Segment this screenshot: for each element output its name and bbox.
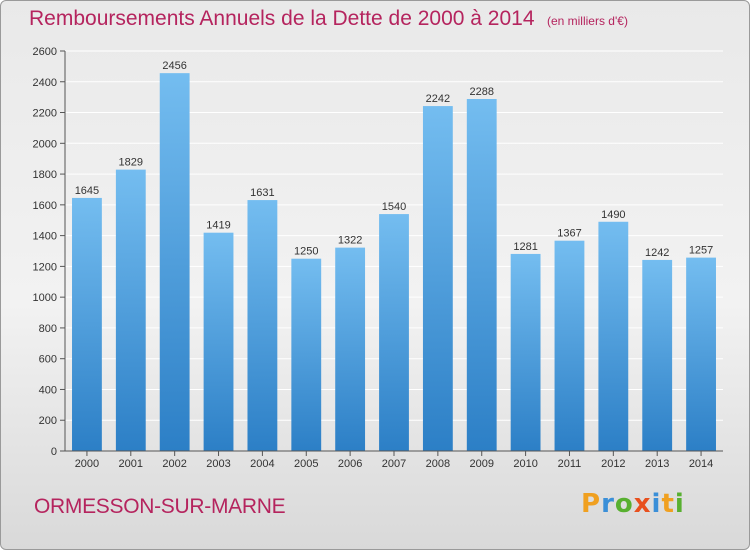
x-tick-label: 2004 xyxy=(250,458,274,470)
x-tick-label: 2012 xyxy=(601,458,625,470)
bar-2000 xyxy=(72,197,102,451)
y-tick-label: 2200 xyxy=(33,108,57,120)
proxiti-logo: Proxiti xyxy=(581,489,685,519)
data-label: 2288 xyxy=(469,86,493,98)
bar-2014 xyxy=(686,257,716,451)
data-label: 1257 xyxy=(689,245,713,257)
y-tick-label: 0 xyxy=(51,446,57,458)
data-label: 1419 xyxy=(206,220,230,232)
bar-2010 xyxy=(510,253,541,451)
bars: 1645 1829 2456 1419 1631 1250 1322 1540 2242 2288… xyxy=(72,60,716,452)
y-tick-label: 400 xyxy=(39,384,57,396)
x-tick-label: 2011 xyxy=(558,458,582,470)
y-tick-label: 200 xyxy=(39,415,57,427)
data-label: 1250 xyxy=(294,246,318,258)
bar-2003 xyxy=(203,232,234,451)
data-label: 2242 xyxy=(426,93,450,105)
x-tick-label: 2007 xyxy=(382,458,406,470)
bar-2001 xyxy=(115,169,146,451)
y-tick-label: 1000 xyxy=(33,292,57,304)
y-tick-label: 1800 xyxy=(33,169,57,181)
data-label: 1645 xyxy=(75,185,99,197)
x-tick-label: 2002 xyxy=(162,458,186,470)
data-label: 1242 xyxy=(645,247,669,259)
data-label: 1829 xyxy=(119,157,143,169)
bar-2007 xyxy=(379,214,409,451)
x-tick-label: 2010 xyxy=(513,458,537,470)
bar-2011 xyxy=(554,240,585,451)
bar-2005 xyxy=(291,258,322,451)
x-tick-label: 2005 xyxy=(294,458,318,470)
bar-2008 xyxy=(422,106,453,452)
x-tick-label: 2009 xyxy=(469,458,493,470)
bar-2006 xyxy=(335,247,366,451)
y-tick-label: 1200 xyxy=(33,261,57,273)
y-tick-label: 600 xyxy=(39,354,57,366)
data-label: 1281 xyxy=(513,241,537,253)
x-tick-label: 2014 xyxy=(689,458,713,470)
x-tick-label: 2003 xyxy=(206,458,230,470)
x-tick-label: 2006 xyxy=(338,458,362,470)
data-label: 1540 xyxy=(382,201,406,213)
chart-title: Remboursements Annuels de la Dette de 20… xyxy=(29,7,535,30)
data-label: 1631 xyxy=(250,187,274,199)
data-label: 2456 xyxy=(162,60,186,72)
y-tick-label: 2400 xyxy=(33,77,57,89)
data-label: 1490 xyxy=(601,209,625,221)
x-tick-label: 2008 xyxy=(426,458,450,470)
y-tick-label: 2600 xyxy=(33,46,57,58)
bar-chart: 1645 1829 2456 1419 1631 1250 1322 1540 2242 2288… xyxy=(33,46,723,470)
x-tick-label: 2013 xyxy=(645,458,669,470)
data-label: 1322 xyxy=(338,235,362,247)
x-tick-label: 2001 xyxy=(119,458,143,470)
bar-2012 xyxy=(598,221,629,451)
axes: 0 200 400 600 800 1000 1200 1400 1600 1800 2000 220… xyxy=(33,46,723,470)
bar-2013 xyxy=(642,259,673,451)
commune-name: ORMESSON-SUR-MARNE xyxy=(34,495,286,518)
bar-2002 xyxy=(159,73,190,452)
chart-title-row: Remboursements Annuels de la Dette de 20… xyxy=(29,7,628,31)
bar-2004 xyxy=(247,200,278,451)
y-tick-label: 2000 xyxy=(33,138,57,150)
bar-2009 xyxy=(466,99,497,451)
chart-subtitle: (en milliers d'€) xyxy=(546,14,628,28)
x-tick-label: 2000 xyxy=(75,458,99,470)
y-tick-label: 800 xyxy=(39,323,57,335)
y-tick-label: 1600 xyxy=(33,200,57,212)
data-label: 1367 xyxy=(557,228,581,240)
y-tick-label: 1400 xyxy=(33,231,57,243)
